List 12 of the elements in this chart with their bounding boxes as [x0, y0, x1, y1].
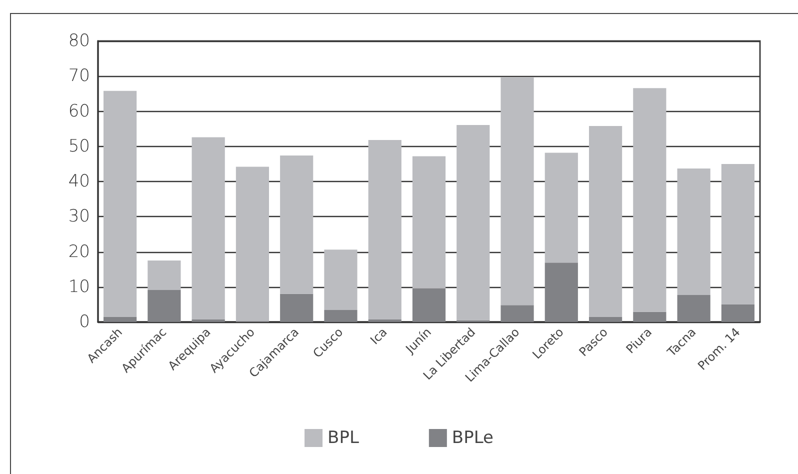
- y-tick-label: 50: [68, 136, 90, 156]
- legend-label: BPL: [328, 428, 360, 448]
- y-tick-label: 0: [79, 312, 90, 332]
- y-tick-label: 20: [68, 242, 90, 262]
- y-tick-label: 10: [68, 276, 90, 297]
- y-tick-label: 80: [68, 31, 90, 51]
- x-tick-label: Ica: [368, 325, 390, 348]
- y-tick-label: 40: [68, 172, 90, 192]
- legend-label: BPLe: [452, 428, 494, 448]
- y-tick-label: 30: [68, 206, 90, 227]
- y-tick-label: 70: [68, 66, 90, 86]
- y-tick-label: 60: [68, 101, 90, 122]
